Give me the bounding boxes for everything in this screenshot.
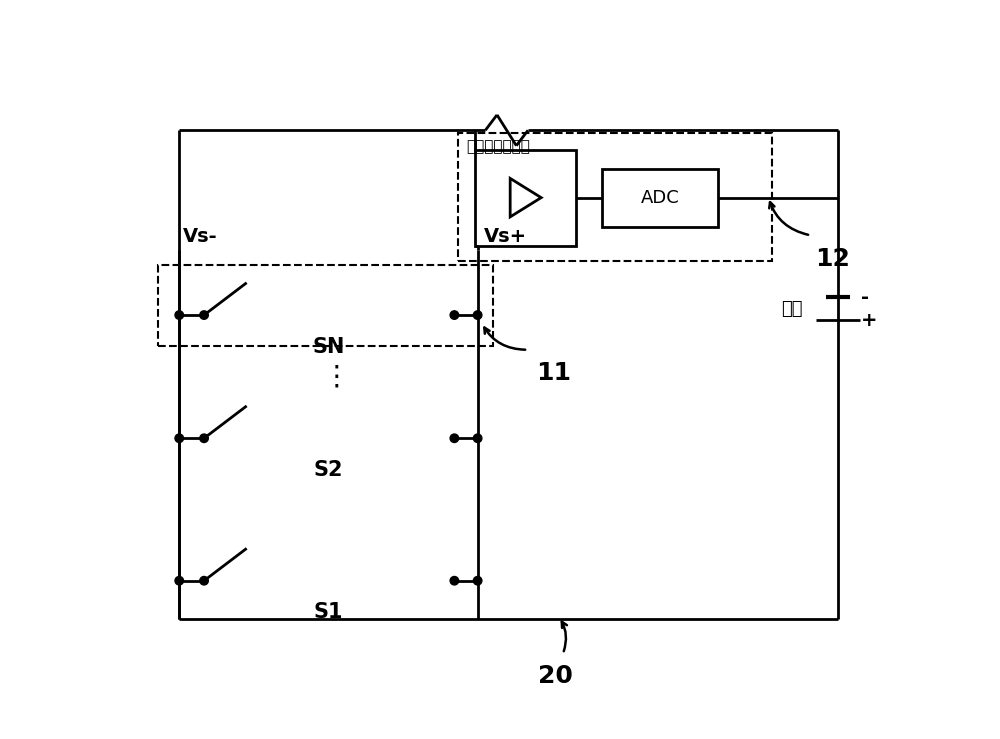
Circle shape (175, 434, 184, 443)
Circle shape (175, 576, 184, 585)
Text: -: - (861, 288, 869, 307)
Text: ADC: ADC (640, 188, 679, 207)
Circle shape (175, 311, 184, 319)
Text: ⋮: ⋮ (322, 363, 350, 391)
Circle shape (200, 311, 208, 319)
Circle shape (473, 311, 482, 319)
Circle shape (200, 576, 208, 585)
Text: Vs+: Vs+ (484, 227, 527, 246)
Circle shape (473, 434, 482, 443)
Text: 电池: 电池 (782, 300, 803, 318)
Text: 20: 20 (538, 664, 573, 688)
Circle shape (450, 311, 459, 319)
Text: Vs-: Vs- (183, 227, 218, 246)
Circle shape (473, 576, 482, 585)
Text: 12: 12 (815, 247, 850, 271)
Text: 增益可控放大器: 增益可控放大器 (466, 139, 530, 154)
Text: +: + (861, 311, 878, 330)
Text: S2: S2 (314, 460, 343, 480)
Circle shape (450, 434, 459, 443)
Bar (475, 149, 576, 246)
Text: SN: SN (312, 337, 345, 357)
Bar (602, 168, 718, 227)
Text: 11: 11 (536, 361, 571, 385)
Circle shape (200, 434, 208, 443)
Bar (158, 265, 493, 346)
Bar (458, 132, 772, 261)
Text: S1: S1 (314, 602, 343, 622)
Circle shape (450, 576, 459, 585)
